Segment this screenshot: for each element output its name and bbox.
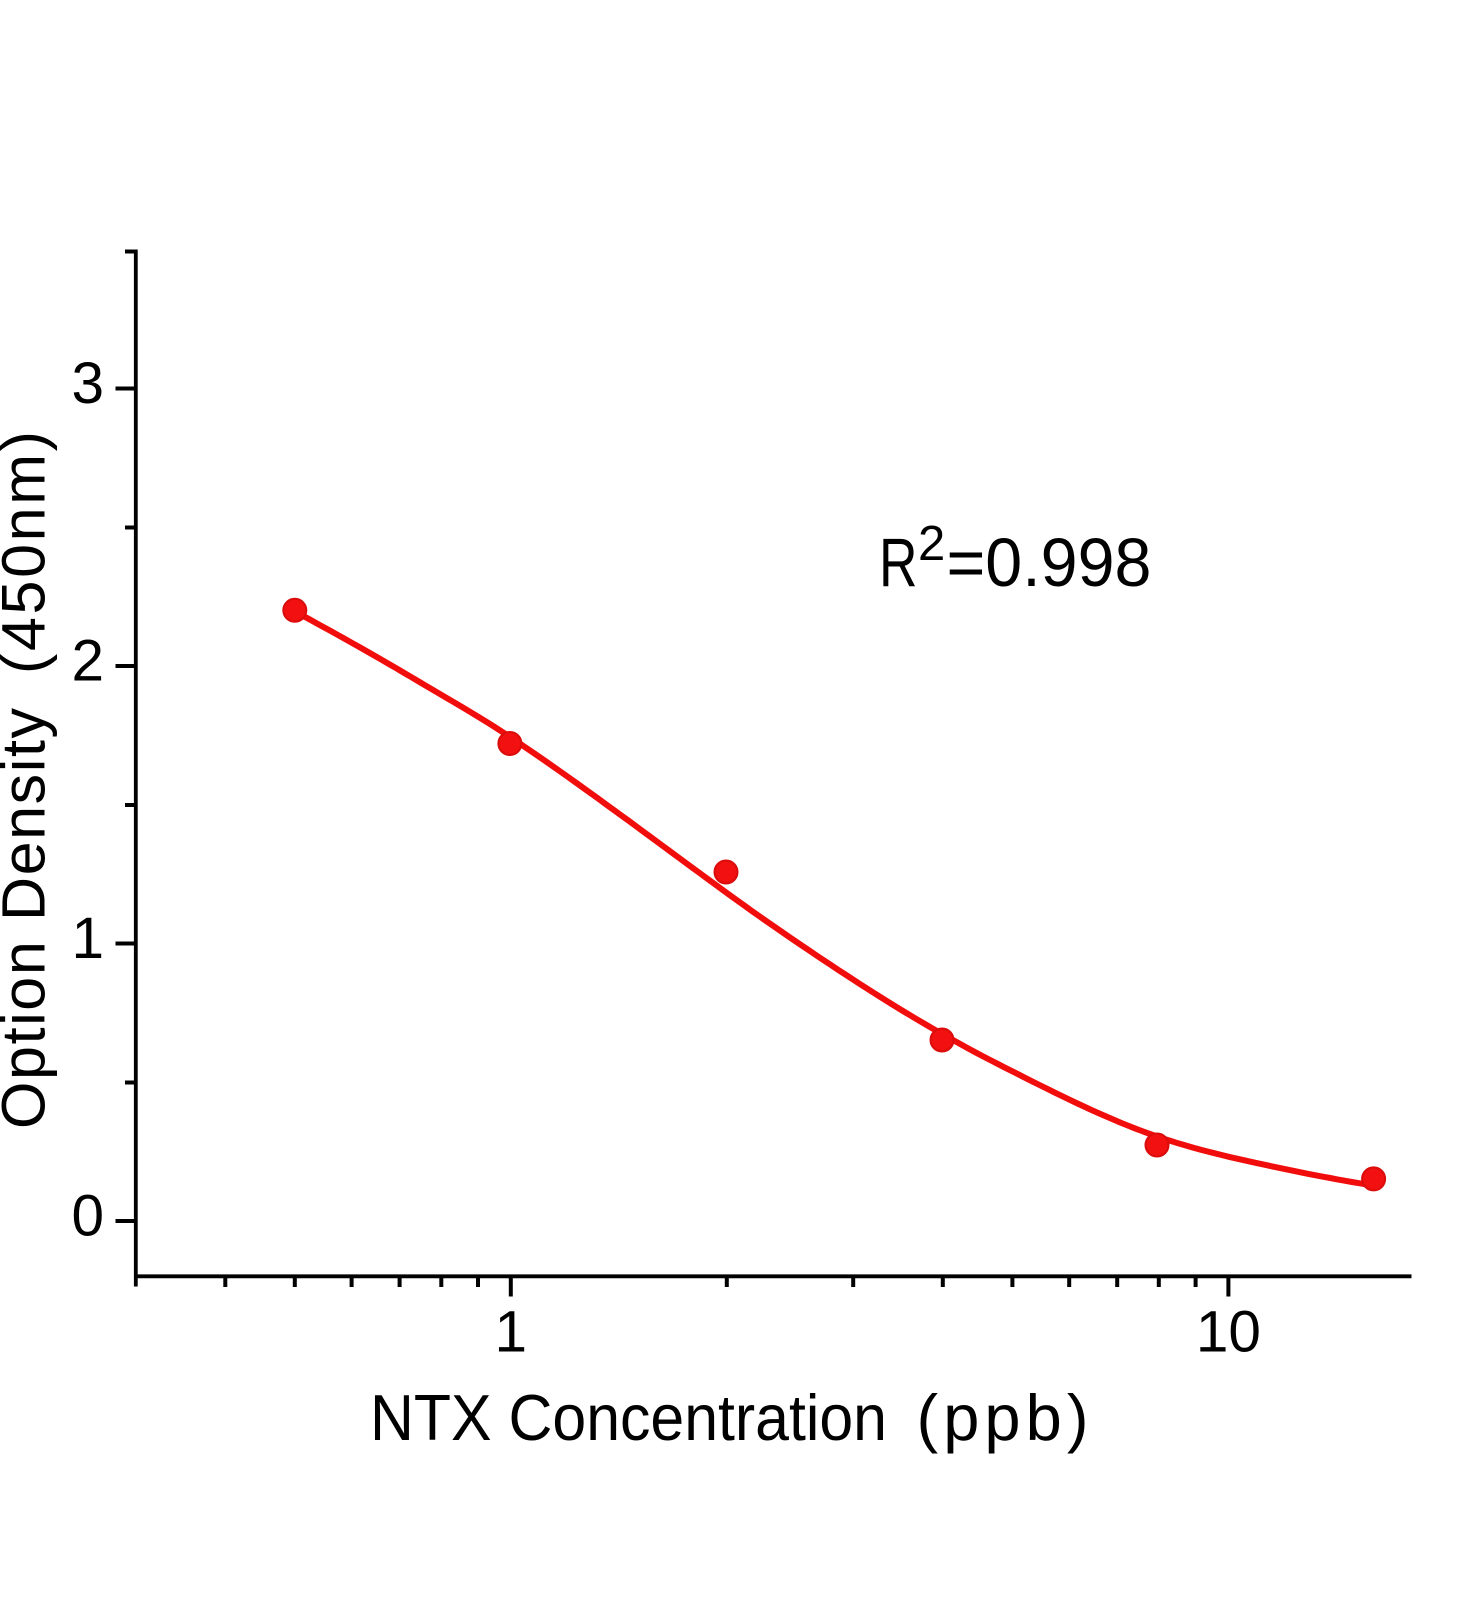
svg-text:2: 2 [918,517,945,571]
svg-text:(ppb): (ppb) [917,1381,1089,1454]
svg-text:=0.998: =0.998 [947,524,1152,601]
svg-text:3: 3 [71,351,104,416]
svg-text:1: 1 [495,1300,528,1365]
svg-text:1: 1 [71,906,104,971]
svg-text:R: R [879,524,918,601]
svg-text:10: 10 [1196,1300,1261,1365]
svg-text:NTX Concentration: NTX Concentration [370,1381,887,1454]
svg-text:0: 0 [71,1184,104,1249]
svg-text:Option Density: Option Density [0,708,58,1130]
svg-text:2: 2 [71,629,104,694]
svg-text:(450nm): (450nm) [0,431,58,674]
